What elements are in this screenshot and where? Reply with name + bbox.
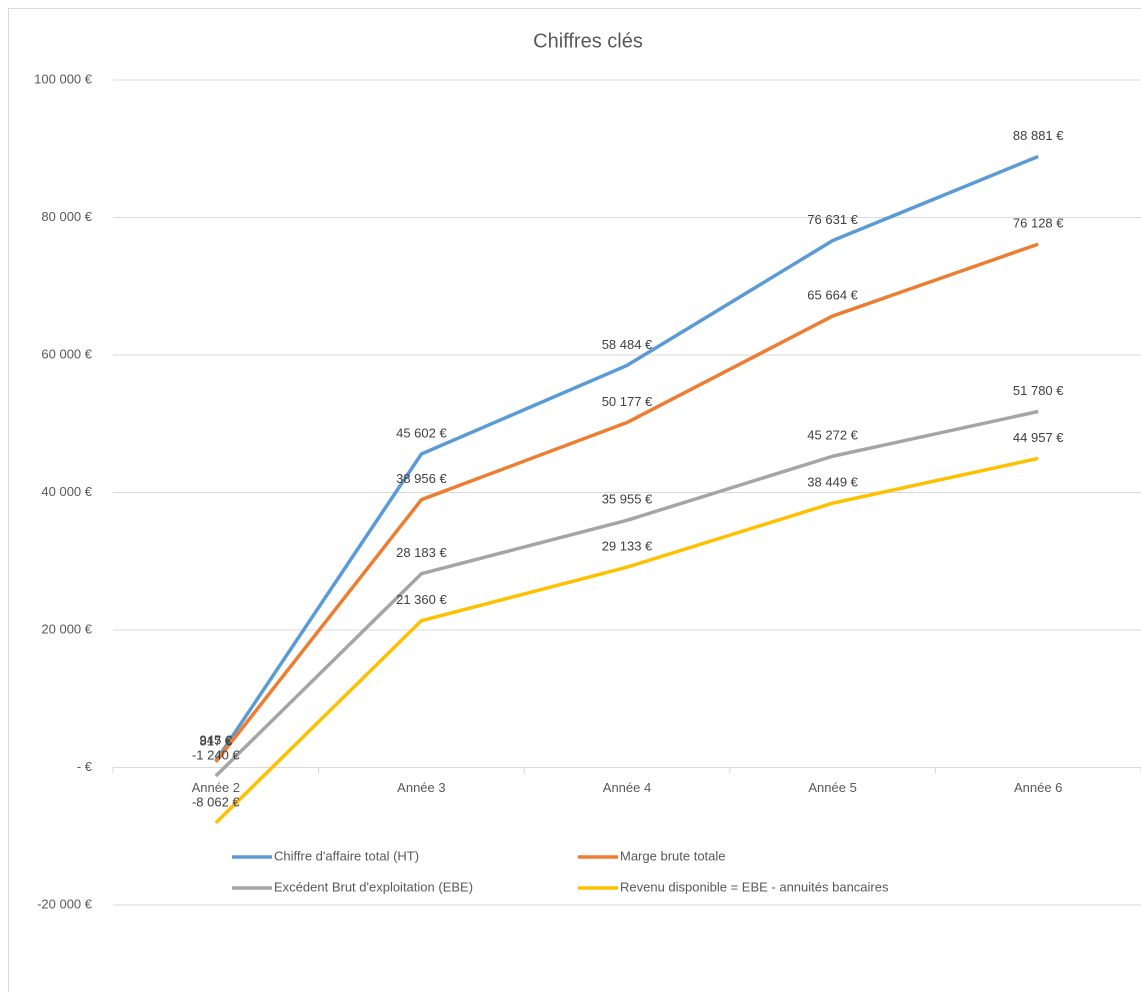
y-tick-label: 100 000 €	[34, 71, 93, 86]
data-label: 38 956 €	[396, 471, 447, 486]
series-line	[214, 154, 1039, 762]
data-label: 28 183 €	[396, 545, 447, 560]
legend-label: Excédent Brut d'exploitation (EBE)	[274, 879, 473, 894]
legend-label: Revenu disponible = EBE - annuités banca…	[620, 879, 889, 894]
legend-label: Chiffre d'affaire total (HT)	[274, 848, 419, 863]
data-label: 45 272 €	[807, 428, 858, 443]
series-line	[214, 456, 1039, 825]
x-tick-label: Année 3	[397, 780, 445, 795]
chart-title: Chiffres clés	[533, 30, 643, 52]
chart-border	[8, 8, 1141, 992]
y-tick-label: 80 000 €	[41, 209, 92, 224]
x-tick-label: Année 2	[192, 780, 240, 795]
data-label: -1 240 €	[192, 747, 240, 762]
data-label: 35 955 €	[602, 492, 653, 507]
y-tick-label: 40 000 €	[41, 484, 92, 499]
data-label: -8 062 €	[192, 794, 240, 809]
data-label: 817 €	[200, 733, 233, 748]
data-label: 50 177 €	[602, 394, 653, 409]
data-label: 29 133 €	[602, 539, 653, 554]
series-line	[214, 242, 1039, 763]
x-tick-label: Année 4	[603, 780, 651, 795]
legend-label: Marge brute totale	[620, 848, 726, 863]
data-label: 38 449 €	[807, 475, 858, 490]
series-line	[214, 409, 1039, 778]
x-tick-label: Année 6	[1014, 780, 1062, 795]
data-label: 945 €	[200, 732, 233, 747]
data-label: 88 881 €	[1013, 128, 1064, 143]
data-label: 76 128 €	[1013, 216, 1064, 231]
data-label: 45 602 €	[396, 425, 447, 440]
data-label: 21 360 €	[396, 592, 447, 607]
y-tick-label: - €	[77, 759, 93, 774]
y-tick-label: 60 000 €	[41, 346, 92, 361]
y-tick-label: -20 000 €	[37, 896, 93, 911]
data-label: 58 484 €	[602, 337, 653, 352]
data-label: 44 957 €	[1013, 430, 1064, 445]
data-label: 51 780 €	[1013, 383, 1064, 398]
data-label: 76 631 €	[807, 212, 858, 227]
data-label: 65 664 €	[807, 287, 858, 302]
x-tick-label: Année 5	[808, 780, 856, 795]
y-tick-label: 20 000 €	[41, 621, 92, 636]
